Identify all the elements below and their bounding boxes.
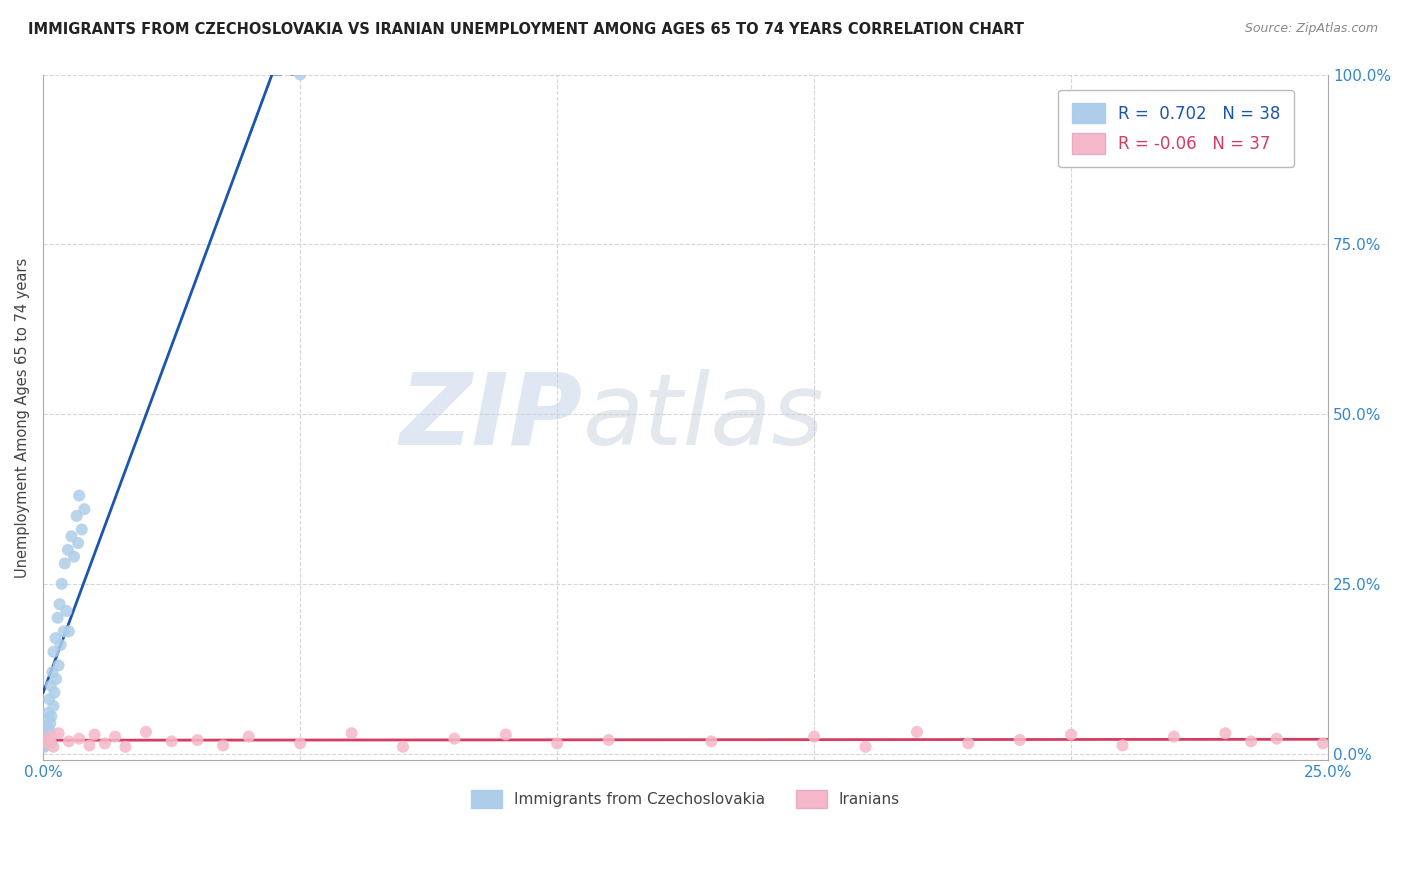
Point <box>443 731 465 746</box>
Point <box>55 604 77 618</box>
Point <box>905 724 928 739</box>
Point <box>803 730 825 744</box>
Y-axis label: Unemployment Among Ages 65 to 74 years: Unemployment Among Ages 65 to 74 years <box>15 257 30 578</box>
Point <box>1008 733 1031 747</box>
Point <box>34 739 56 753</box>
Point <box>598 733 620 747</box>
Point <box>58 734 80 748</box>
Point <box>67 731 90 746</box>
Point <box>83 728 105 742</box>
Point <box>42 645 65 659</box>
Point <box>35 733 58 747</box>
Point <box>44 631 66 645</box>
Point <box>1215 726 1237 740</box>
Point <box>58 624 80 639</box>
Point <box>35 719 58 733</box>
Point <box>67 536 90 550</box>
Point <box>238 730 260 744</box>
Point <box>70 523 93 537</box>
Point <box>855 739 877 754</box>
Point <box>63 549 86 564</box>
Point <box>56 542 79 557</box>
Point <box>52 624 75 639</box>
Point <box>42 739 65 754</box>
Point <box>290 68 312 82</box>
Point <box>65 508 87 523</box>
Point <box>495 728 517 742</box>
Point <box>35 733 58 747</box>
Point <box>38 692 60 706</box>
Point <box>37 726 59 740</box>
Point <box>1163 730 1185 744</box>
Point <box>32 739 55 754</box>
Point <box>42 699 65 714</box>
Legend: Immigrants from Czechoslovakia, Iranians: Immigrants from Czechoslovakia, Iranians <box>465 783 905 814</box>
Point <box>212 739 235 753</box>
Point <box>186 733 208 747</box>
Text: ZIP: ZIP <box>399 369 583 466</box>
Point <box>44 685 66 699</box>
Point <box>45 672 67 686</box>
Point <box>48 658 70 673</box>
Point <box>957 736 980 750</box>
Point <box>160 734 183 748</box>
Point <box>114 739 136 754</box>
Point <box>546 736 568 750</box>
Point <box>1060 728 1083 742</box>
Text: IMMIGRANTS FROM CZECHOSLOVAKIA VS IRANIAN UNEMPLOYMENT AMONG AGES 65 TO 74 YEARS: IMMIGRANTS FROM CZECHOSLOVAKIA VS IRANIA… <box>28 22 1024 37</box>
Point <box>340 726 363 740</box>
Point <box>392 739 415 754</box>
Point <box>1265 731 1288 746</box>
Point <box>41 709 63 723</box>
Text: Source: ZipAtlas.com: Source: ZipAtlas.com <box>1244 22 1378 36</box>
Point <box>700 734 723 748</box>
Text: atlas: atlas <box>583 369 824 466</box>
Point <box>79 739 101 753</box>
Point <box>135 724 157 739</box>
Point <box>34 730 56 744</box>
Point <box>46 611 69 625</box>
Point <box>41 665 63 679</box>
Point <box>1312 736 1334 750</box>
Point <box>39 716 62 731</box>
Point <box>41 736 63 750</box>
Point <box>51 577 73 591</box>
Point <box>38 723 60 737</box>
Point <box>39 679 62 693</box>
Point <box>37 736 59 750</box>
Point <box>39 730 62 744</box>
Point <box>49 638 72 652</box>
Point <box>60 529 83 543</box>
Point <box>37 713 59 727</box>
Point <box>290 736 312 750</box>
Point <box>67 489 90 503</box>
Point <box>73 502 96 516</box>
Point <box>37 706 59 720</box>
Point <box>1240 734 1263 748</box>
Point <box>104 730 127 744</box>
Point <box>1111 739 1133 753</box>
Point <box>53 557 76 571</box>
Point <box>94 736 117 750</box>
Point <box>48 597 70 611</box>
Point <box>48 726 70 740</box>
